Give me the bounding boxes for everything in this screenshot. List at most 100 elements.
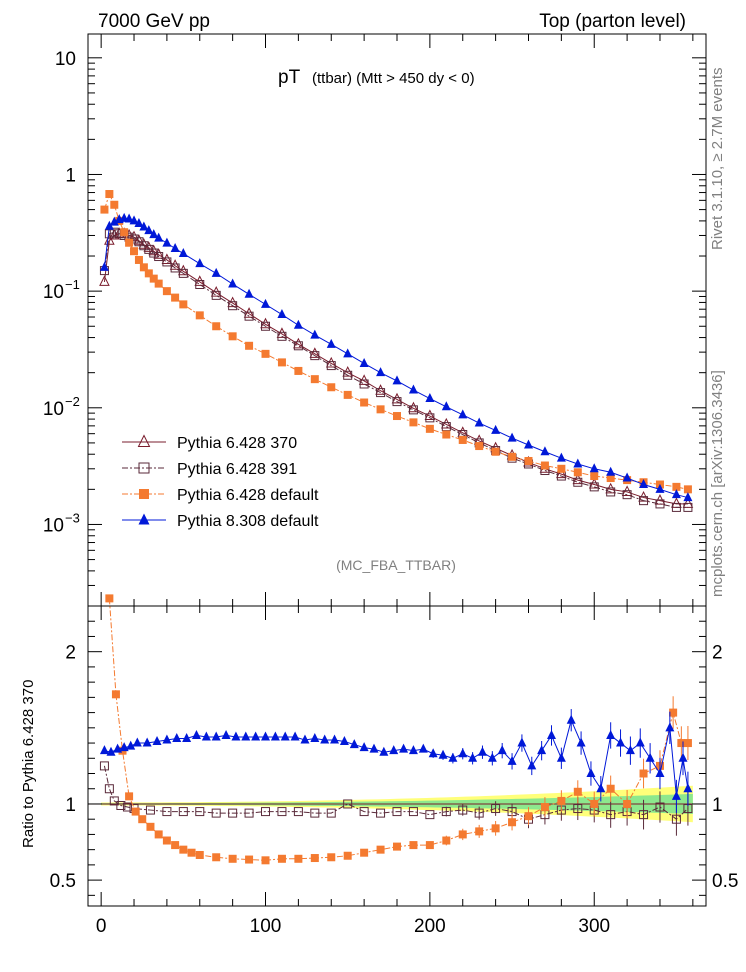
data-point	[109, 796, 119, 806]
data-point	[458, 409, 468, 419]
data-point	[408, 807, 418, 817]
analysis-tag: (MC_FBA_TTBAR)	[336, 557, 456, 573]
data-point	[441, 807, 451, 817]
data-point	[211, 731, 221, 741]
data-point	[104, 784, 114, 794]
data-point	[376, 388, 386, 398]
data-point	[655, 802, 665, 812]
data-point	[178, 807, 188, 817]
data-point	[149, 229, 159, 239]
plot-title-sub: (ttbar) (Mtt > 450 dy < 0)	[312, 70, 475, 87]
data-point	[195, 807, 205, 817]
data-point	[231, 731, 241, 741]
data-point	[170, 263, 180, 273]
data-point	[671, 502, 681, 512]
data-point	[100, 205, 109, 214]
data-point	[261, 349, 270, 358]
data-point	[261, 731, 271, 741]
data-point	[212, 853, 221, 862]
data-point	[330, 734, 340, 744]
data-point	[195, 311, 204, 320]
ratio-series-group	[99, 594, 693, 865]
data-point	[169, 259, 181, 270]
y-tick-exponent: −1	[65, 277, 80, 292]
data-point	[277, 331, 287, 341]
data-point	[162, 734, 172, 744]
data-point	[310, 732, 320, 742]
data-point	[507, 432, 517, 442]
ratio-y-axis-label: Ratio to Pythia 6.428 370	[20, 680, 37, 848]
data-point	[134, 217, 144, 227]
data-point	[228, 278, 238, 288]
data-point	[491, 447, 500, 456]
data-point	[144, 225, 154, 235]
data-point	[639, 810, 649, 820]
data-point	[606, 810, 616, 820]
data-point	[566, 714, 576, 724]
data-point	[104, 234, 115, 245]
data-point	[343, 851, 352, 860]
data-point	[245, 341, 254, 350]
data-point	[524, 456, 533, 465]
data-point	[635, 737, 645, 747]
series-line	[103, 231, 688, 508]
x-tick-label: 0	[96, 916, 107, 937]
data-point	[106, 746, 116, 756]
data-point	[138, 815, 147, 824]
data-point	[392, 807, 402, 817]
series-line	[103, 233, 688, 505]
ratio-series-pythia-6-428-default	[105, 594, 692, 865]
data-point	[655, 768, 665, 778]
data-point	[171, 841, 180, 850]
data-point	[442, 430, 451, 439]
data-point	[293, 341, 303, 351]
data-point	[276, 327, 288, 338]
data-point	[162, 807, 172, 817]
ratio-y-tick-label: 0.5	[50, 871, 76, 892]
data-point	[669, 708, 678, 717]
data-point	[425, 393, 435, 403]
data-point	[588, 477, 600, 489]
data-point	[139, 489, 149, 499]
data-point	[349, 739, 359, 749]
data-point	[261, 807, 271, 817]
data-point	[440, 417, 452, 429]
data-point	[260, 317, 271, 329]
data-point	[125, 238, 134, 247]
ratio-y-tick-label: 1	[65, 795, 76, 816]
data-point	[293, 319, 303, 329]
data-point	[170, 242, 180, 252]
data-point	[310, 329, 320, 339]
data-point	[293, 807, 303, 817]
data-point	[671, 489, 681, 499]
data-point	[360, 398, 369, 407]
plot-title-main: pT	[278, 67, 301, 88]
data-point	[424, 409, 436, 421]
data-point	[645, 752, 655, 762]
series-pythia-8-308-default	[99, 212, 693, 502]
data-point	[606, 474, 615, 483]
data-point	[468, 752, 478, 762]
data-point	[408, 401, 419, 413]
data-point	[277, 854, 286, 863]
ratio-ticks: 0.5 0.5 1 1 2 2 0 100 200 300	[50, 606, 738, 937]
data-point	[537, 745, 547, 755]
data-point	[556, 752, 566, 762]
data-point	[508, 452, 517, 461]
data-point	[339, 736, 349, 746]
data-point	[540, 803, 549, 812]
data-point	[441, 401, 451, 411]
data-point	[309, 347, 321, 358]
data-point	[625, 745, 635, 755]
data-point	[129, 215, 139, 225]
data-point	[343, 799, 353, 809]
data-point	[392, 397, 402, 407]
data-point	[491, 824, 500, 833]
data-point	[683, 783, 693, 793]
data-point	[425, 424, 434, 433]
data-point	[576, 737, 586, 747]
series-pythia-6-428-default	[100, 190, 692, 494]
data-point	[343, 348, 353, 358]
data-point	[343, 390, 352, 399]
ratio-series-pythia-8-308-default	[99, 709, 693, 813]
